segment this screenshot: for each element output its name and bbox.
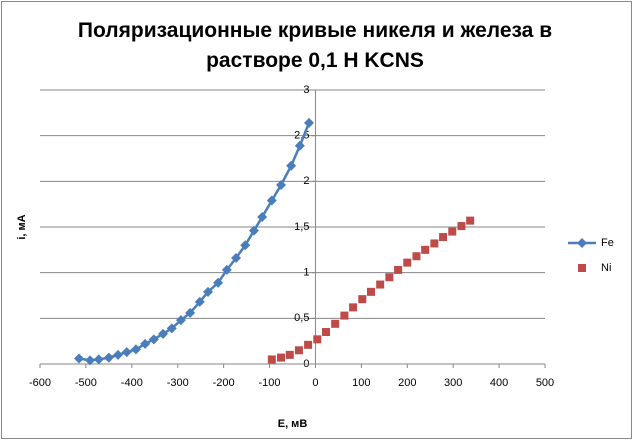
x-tick-label: 100 <box>352 377 370 389</box>
marker <box>448 227 457 236</box>
marker <box>286 160 297 171</box>
marker <box>304 117 315 128</box>
marker <box>148 334 159 345</box>
marker <box>394 265 403 274</box>
marker <box>276 179 287 190</box>
y-tick-label: 2 <box>303 175 309 187</box>
marker <box>358 295 367 304</box>
marker <box>185 307 196 318</box>
marker <box>285 350 294 359</box>
x-tick-label: -100 <box>259 377 281 389</box>
x-tick-label: 300 <box>444 377 462 389</box>
marker <box>74 353 85 364</box>
marker <box>412 252 421 261</box>
y-tick-label: 1,5 <box>294 221 309 233</box>
x-tick-label: 0 <box>312 377 318 389</box>
x-tick-label: -500 <box>75 377 97 389</box>
x-tick-label: -400 <box>121 377 143 389</box>
y-tick-label: 1 <box>303 267 309 279</box>
marker <box>340 311 349 320</box>
marker <box>403 258 412 267</box>
x-tick-label: 400 <box>490 377 508 389</box>
marker <box>103 352 114 363</box>
marker <box>130 344 141 355</box>
marker <box>240 240 251 251</box>
y-tick-label: 3 <box>303 84 309 96</box>
marker <box>113 349 124 360</box>
marker <box>213 277 224 288</box>
marker <box>331 319 340 328</box>
marker <box>257 211 268 222</box>
marker <box>376 280 385 289</box>
x-tick-label: -200 <box>213 377 235 389</box>
marker <box>277 353 286 362</box>
marker <box>85 355 96 366</box>
marker <box>203 286 214 297</box>
legend-label: Fe <box>601 237 614 249</box>
marker <box>430 239 439 248</box>
marker <box>466 216 475 225</box>
x-tick-label: -300 <box>167 377 189 389</box>
marker <box>294 140 305 151</box>
marker <box>175 315 186 326</box>
marker <box>248 225 259 236</box>
marker <box>349 303 358 312</box>
marker <box>304 340 313 349</box>
x-tick-label: -600 <box>29 377 51 389</box>
marker <box>93 354 104 365</box>
y-tick-label: 0,5 <box>294 312 309 324</box>
marker <box>294 346 303 355</box>
marker <box>267 355 276 364</box>
marker <box>313 335 322 344</box>
y-axis-label: i, мА <box>16 214 28 239</box>
chart-title: Поляризационные кривые никеля и железа в… <box>77 19 553 72</box>
marker <box>385 273 394 282</box>
marker <box>140 338 151 349</box>
marker <box>231 253 242 264</box>
legend-label: Ni <box>601 262 611 274</box>
x-tick-label: 500 <box>536 377 554 389</box>
marker <box>367 287 376 296</box>
marker <box>421 245 430 254</box>
marker <box>158 328 169 339</box>
marker <box>457 222 466 231</box>
marker <box>194 296 205 307</box>
x-tick-label: 200 <box>398 377 416 389</box>
legend-marker <box>578 264 586 272</box>
x-axis-label: E, мВ <box>278 418 308 430</box>
marker <box>266 195 277 206</box>
marker <box>439 233 448 242</box>
marker <box>166 323 177 334</box>
marker <box>322 328 331 337</box>
marker <box>221 264 232 275</box>
marker <box>121 347 132 358</box>
legend-marker <box>577 238 587 248</box>
